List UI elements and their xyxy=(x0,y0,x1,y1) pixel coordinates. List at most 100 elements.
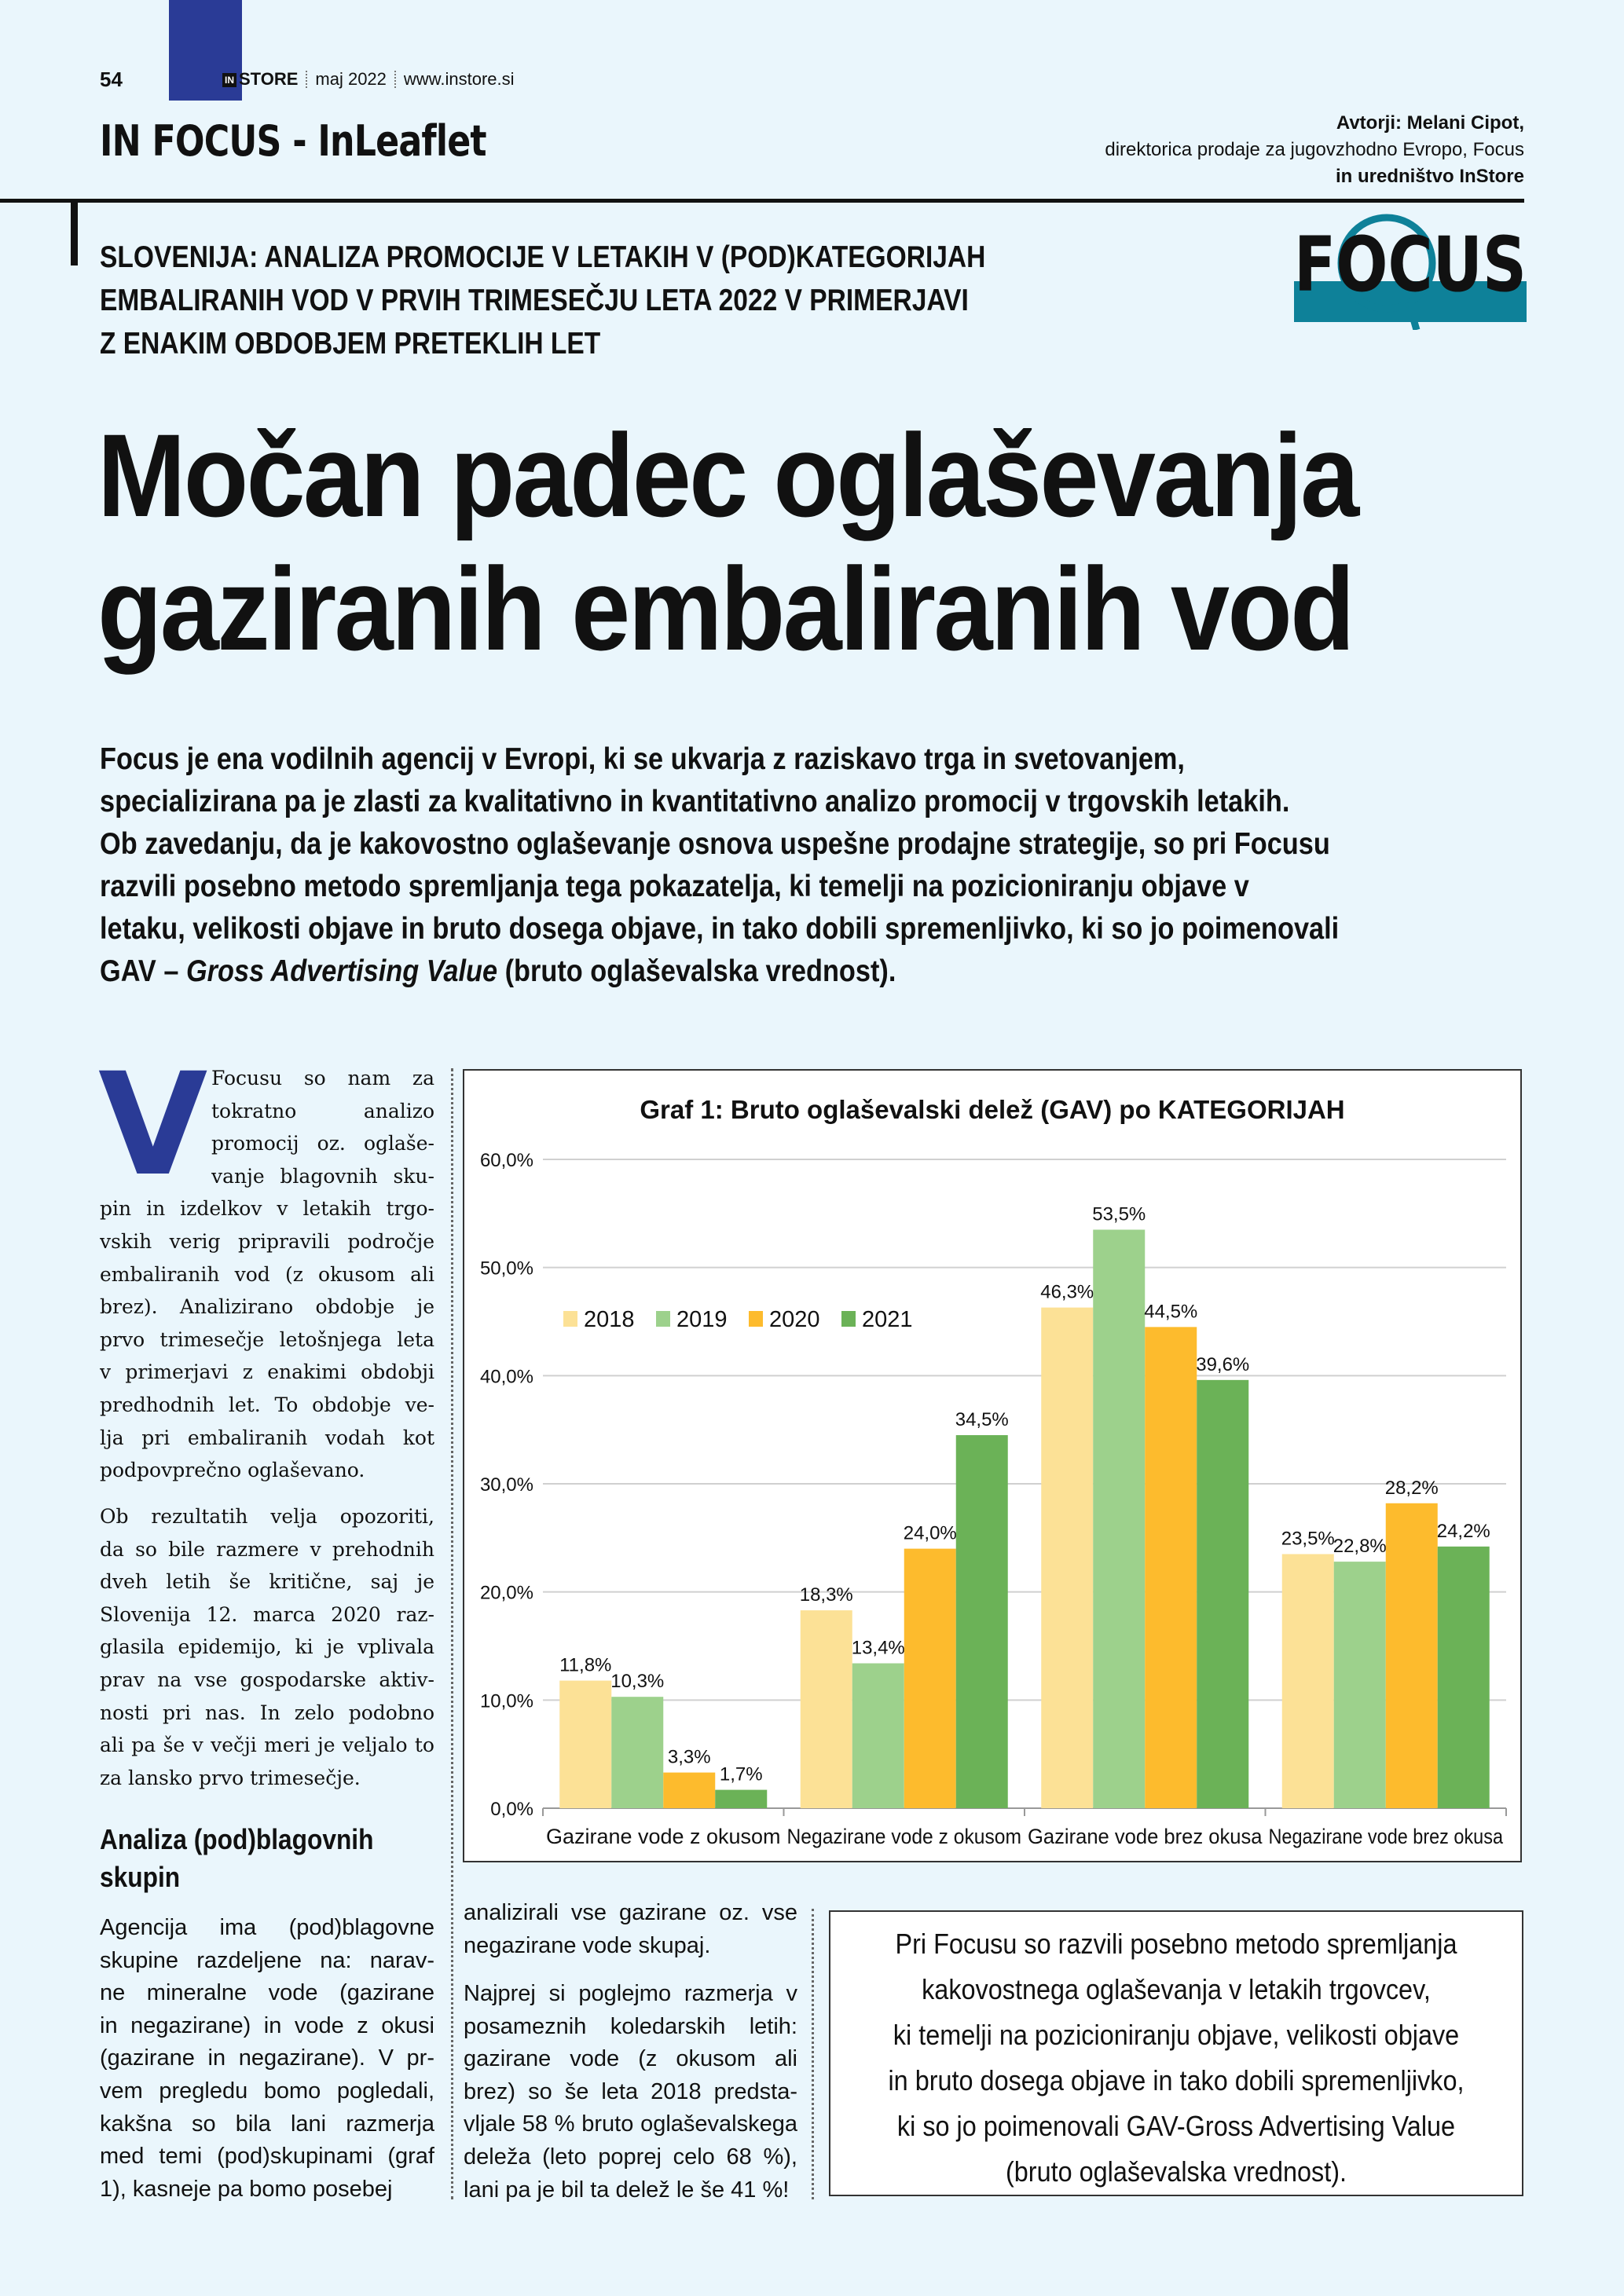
legend-label: 2020 xyxy=(769,1307,820,1332)
text-line: negazirane vode skupaj. xyxy=(464,1932,711,1958)
headline-line: Močan padec oglaševanja xyxy=(97,409,1359,541)
text-line: gazirane vode (z okusom ali xyxy=(464,2046,797,2072)
text-line: skupine razdeljene na: narav- xyxy=(100,1947,434,1973)
subheading: Analiza (pod)blagovnih skupin xyxy=(100,1821,373,1896)
y-tick-label: 30,0% xyxy=(480,1474,533,1496)
text-line: lani pa je bil ta delež le še 41 %! xyxy=(464,2177,790,2203)
column2-paragraph2: Najprej si poglejmo razmerja v posameznih… xyxy=(464,1978,797,2206)
bar-2018 xyxy=(1281,1554,1334,1808)
text-line: promocij oz. oglaše- xyxy=(211,1132,434,1155)
legend-label: 2019 xyxy=(676,1307,728,1332)
pull-quote: Pri Focusu so razvili posebno metodo spr… xyxy=(829,1910,1523,2196)
quote-line: ki temelji na pozicioniranju objave, vel… xyxy=(893,2019,1460,2051)
publication-name: STORE xyxy=(239,69,299,89)
data-label: 10,3% xyxy=(610,1671,664,1692)
headline: Močan padec oglaševanja gaziranih embali… xyxy=(97,408,1359,676)
legend-swatch-2020 xyxy=(749,1311,763,1327)
headline-line: gaziranih embaliranih vod xyxy=(97,543,1355,675)
bar-2019 xyxy=(852,1663,904,1808)
chart-title: Graf 1: Bruto oglaševalski delež (GAV) p… xyxy=(640,1095,1344,1124)
publication-logo: IN STORE xyxy=(222,69,298,90)
bar-2021 xyxy=(715,1789,768,1808)
text-line: nosti pri nas. In zelo podobno xyxy=(100,1701,434,1724)
text-line: deleža (leto poprej celo 68 %), xyxy=(464,2144,797,2170)
intro-text: (bruto oglaševalska vrednost). xyxy=(497,954,896,988)
text-line: in negazirane) in vode z okusi xyxy=(100,2012,434,2038)
data-label: 3,3% xyxy=(668,1747,711,1768)
text-line: Ob rezultatih velja opozoriti, xyxy=(100,1505,434,1528)
kicker-line: SLOVENIJA: ANALIZA PROMOCIJE V LETAKIH V… xyxy=(100,240,986,274)
bar-2018 xyxy=(800,1610,852,1808)
text-line: da so bile razmere v prehodnih xyxy=(100,1537,434,1561)
publication-prefix: IN xyxy=(222,73,236,88)
column1-paragraph2: Ob rezultatih velja opozoriti, da so bile… xyxy=(100,1500,434,1794)
legend-label: 2018 xyxy=(584,1307,635,1332)
column1-paragraph3: Agencija ima (pod)blagovne skupine razdel… xyxy=(100,1912,434,2206)
text-line: ali pa še v večji meri je veljalo to xyxy=(100,1734,434,1757)
y-tick-label: 50,0% xyxy=(480,1258,533,1280)
authors: Avtorji: Melani Cipot, direktorica proda… xyxy=(1105,110,1524,190)
text-line: vskih verig pripravili področje xyxy=(100,1229,434,1253)
text-line: prav na vse gospodarske aktiv- xyxy=(100,1668,434,1691)
bar-2020 xyxy=(904,1548,956,1808)
bar-2021 xyxy=(955,1435,1008,1808)
intro-italic: Gross Advertising Value xyxy=(185,954,498,988)
text-line: brez). Analizirano obdobje je xyxy=(100,1295,434,1319)
text-line: embaliranih vod (z okusom ali xyxy=(100,1262,434,1286)
column-divider xyxy=(812,1909,814,2199)
header-rule xyxy=(0,199,1524,203)
x-category-label: Gazirane vode brez okusa xyxy=(1028,1825,1263,1848)
drop-cap: V xyxy=(98,1043,208,1207)
bar-2020 xyxy=(1145,1327,1197,1808)
quote-line: Pri Focusu so razvili posebno metodo spr… xyxy=(895,1928,1457,1960)
bar-2020 xyxy=(1385,1503,1438,1808)
intro-line: Focus je ena vodilnih agencij v Evropi, … xyxy=(100,742,1185,776)
bar-2019 xyxy=(1093,1229,1146,1808)
bar-chart: Graf 1: Bruto oglaševalski delež (GAV) p… xyxy=(480,1095,1507,1848)
website-link[interactable]: www.instore.si xyxy=(403,69,515,89)
text-line: prvo trimesečje letošnjega leta xyxy=(100,1327,434,1351)
data-label: 22,8% xyxy=(1333,1536,1387,1557)
text-line: v primerjavi z enakimi obdobji xyxy=(100,1360,434,1384)
data-label: 46,3% xyxy=(1040,1282,1094,1303)
y-tick-label: 60,0% xyxy=(480,1150,533,1171)
author-editorial: in uredništvo InStore xyxy=(1335,166,1524,187)
text-line: tokratno analizo xyxy=(211,1099,434,1122)
text-line: posameznih koledarskih letih: xyxy=(464,2013,797,2039)
y-tick-label: 40,0% xyxy=(480,1366,533,1387)
column-divider xyxy=(451,1068,453,2199)
data-label: 18,3% xyxy=(800,1584,853,1606)
bar-2021 xyxy=(1197,1379,1249,1808)
legend-swatch-2019 xyxy=(656,1311,670,1327)
bar-2019 xyxy=(611,1697,664,1808)
text-line: vanje blagovnih sku- xyxy=(211,1164,434,1188)
kicker-line: Z ENAKIM OBDOBJEM PRETEKLIH LET xyxy=(100,327,601,361)
x-category-label: Negazirane vode brez okusa xyxy=(1269,1825,1504,1848)
text-line: brez) so še leta 2018 predsta- xyxy=(464,2078,797,2104)
data-label: 28,2% xyxy=(1385,1478,1439,1499)
text-line: Slovenija 12. marca 2020 raz- xyxy=(100,1602,434,1626)
quote-line: ki so jo poimenovali GAV-Gross Advertisi… xyxy=(896,2110,1456,2142)
data-label: 24,2% xyxy=(1437,1521,1490,1542)
intro-line: razvili posebno metodo spremljanja tega … xyxy=(100,870,1249,903)
bar-2018 xyxy=(1041,1307,1094,1808)
text-line: pin in izdelkov v letakih trgo- xyxy=(100,1197,434,1221)
x-category-label: Gazirane vode z okusom xyxy=(546,1825,781,1848)
text-line: kakšna so bila lani razmerja xyxy=(100,2111,434,2137)
text-line: (gazirane in negazirane). V pr- xyxy=(100,2045,434,2071)
bar-2019 xyxy=(1333,1562,1386,1808)
intro-text: GAV – xyxy=(100,954,186,988)
text-line: Focusu so nam za xyxy=(211,1067,434,1089)
kicker-line: EMBALIRANIH VOD V PRVIH TRIMESEČJU LETA … xyxy=(100,284,969,317)
masthead: IN STORE maj 2022 www.instore.si xyxy=(222,69,515,90)
quote-line: kakovostnega oglaševanja v letakih trgov… xyxy=(922,1973,1431,2005)
data-label: 13,4% xyxy=(852,1638,905,1659)
bar-2020 xyxy=(663,1772,716,1808)
divider xyxy=(394,71,396,88)
text-line: Agencija ima (pod)blagovne xyxy=(100,1915,434,1940)
column2-paragraph1: analizirali vse gazirane oz. vse negazira… xyxy=(464,1897,797,1962)
text-line: dveh letih še kritične, saj je xyxy=(100,1570,434,1594)
text-line: predhodnih let. To obdobje ve- xyxy=(100,1393,434,1416)
subheading-line: Analiza (pod)blagovnih xyxy=(100,1823,374,1855)
intro-line: letaku, velikosti objave in bruto dosega… xyxy=(100,912,1340,946)
